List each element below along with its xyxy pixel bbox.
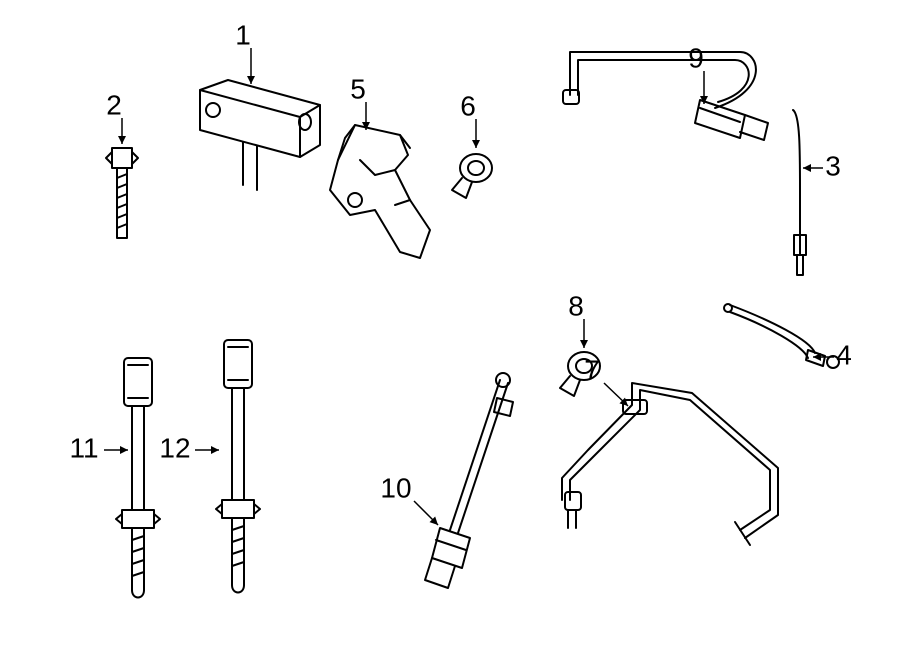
callout-label-10: 10 <box>380 472 411 503</box>
callout-label-2: 2 <box>106 89 122 120</box>
part-1-sensor-block <box>200 80 320 190</box>
part-7-tube <box>562 383 778 545</box>
part-12-glow-plug <box>216 340 260 593</box>
part-6-clip <box>452 154 492 198</box>
callout-label-7: 7 <box>584 354 600 385</box>
part-2-bolt <box>106 148 138 238</box>
part-4-probe <box>724 304 839 368</box>
callout-label-8: 8 <box>568 290 584 321</box>
callout-label-1: 1 <box>235 19 251 50</box>
callout-label-3: 3 <box>825 150 841 181</box>
parts-diagram: 123456789101112 <box>0 0 900 661</box>
callout-label-4: 4 <box>836 339 852 370</box>
part-10-connector-cable <box>425 373 513 588</box>
part-5-bracket <box>330 125 430 258</box>
callout-label-9: 9 <box>688 42 704 73</box>
part-3-dipstick <box>793 110 806 275</box>
callout-label-11: 11 <box>69 432 98 463</box>
part-9-cable-sensor <box>563 52 768 140</box>
callout-label-6: 6 <box>460 90 476 121</box>
callout-label-5: 5 <box>350 73 366 104</box>
part-11-glow-plug <box>116 358 160 598</box>
callout-label-12: 12 <box>159 432 190 463</box>
